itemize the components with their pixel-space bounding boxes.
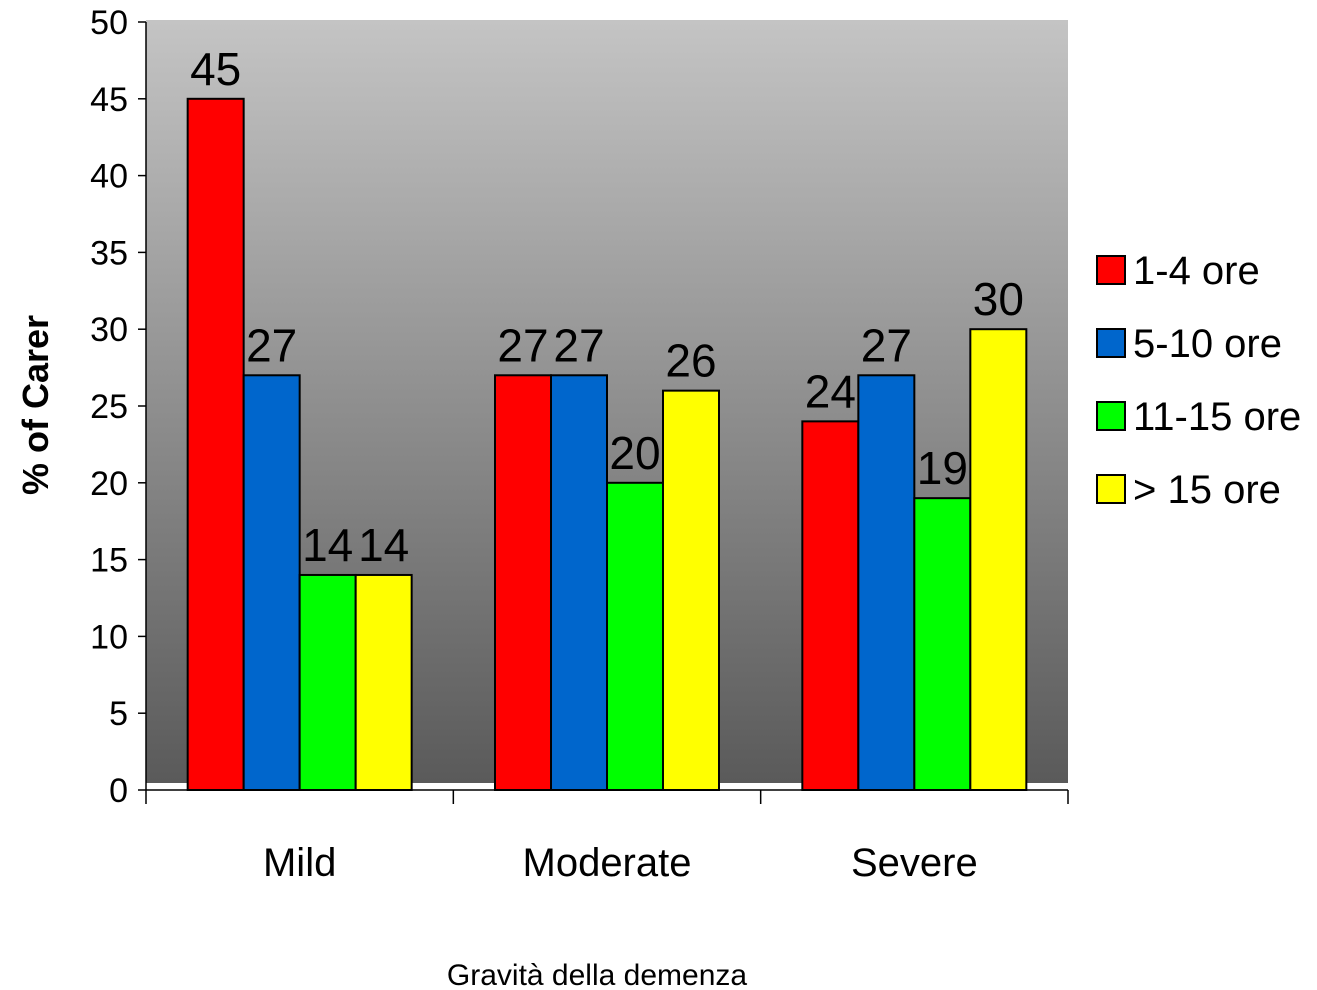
- y-tick-label: 20: [90, 465, 128, 503]
- legend-swatch: [1096, 474, 1126, 504]
- bar: [857, 374, 916, 791]
- x-tick-label: Mild: [263, 841, 336, 885]
- x-axis-title: Gravità della demenza: [447, 959, 747, 990]
- bar: [606, 481, 664, 791]
- y-tick-label: 50: [90, 4, 128, 42]
- x-tick-label: Severe: [851, 841, 978, 885]
- data-label: 14: [358, 519, 409, 571]
- legend-swatch: [1096, 328, 1126, 358]
- bar: [550, 374, 608, 791]
- bar: [242, 374, 301, 791]
- y-tick-label: 0: [109, 772, 128, 810]
- data-label: 27: [553, 319, 604, 371]
- legend-label: 11-15 ore: [1133, 395, 1301, 439]
- y-tick-label: 35: [90, 234, 128, 272]
- y-tick-label: 25: [90, 388, 128, 426]
- bar: [801, 420, 860, 791]
- bar: [662, 389, 720, 791]
- data-label: 14: [302, 519, 353, 571]
- legend-label: 1-4 ore: [1133, 249, 1260, 293]
- bar: [969, 328, 1028, 791]
- bar: [354, 573, 413, 792]
- axes: 0 5 10 15 20 25 30 35 40 45 50 Mild Moderate Severe: [90, 4, 1069, 885]
- legend-label: 5-10 ore: [1133, 322, 1282, 366]
- bar: [494, 374, 552, 791]
- legend-swatch: [1096, 401, 1126, 431]
- y-tick-label: 5: [109, 695, 128, 733]
- data-label: 45: [190, 43, 241, 95]
- bar: [186, 97, 245, 792]
- legend-label: > 15 ore: [1133, 468, 1281, 512]
- data-label: 30: [973, 273, 1024, 325]
- y-tick-label: 10: [90, 618, 128, 656]
- data-label: 26: [665, 335, 716, 387]
- data-label: 20: [609, 427, 660, 479]
- data-label: 19: [917, 442, 968, 494]
- legend: 1-4 ore 5-10 ore 11-15 ore > 15 ore: [1096, 249, 1301, 512]
- data-label: 27: [246, 319, 297, 371]
- x-tick-label: Moderate: [523, 841, 692, 885]
- y-tick-label: 45: [90, 81, 128, 119]
- data-label: 27: [497, 319, 548, 371]
- legend-swatch: [1096, 255, 1126, 285]
- data-label: 27: [861, 319, 912, 371]
- y-axis-title: % of Carer: [15, 315, 56, 495]
- bar: [913, 497, 972, 791]
- y-tick-label: 40: [90, 158, 128, 196]
- y-tick-label: 30: [90, 311, 128, 349]
- bars: [186, 97, 1028, 792]
- bar: [298, 573, 357, 792]
- data-label: 24: [805, 365, 856, 417]
- y-tick-label: 15: [90, 542, 128, 580]
